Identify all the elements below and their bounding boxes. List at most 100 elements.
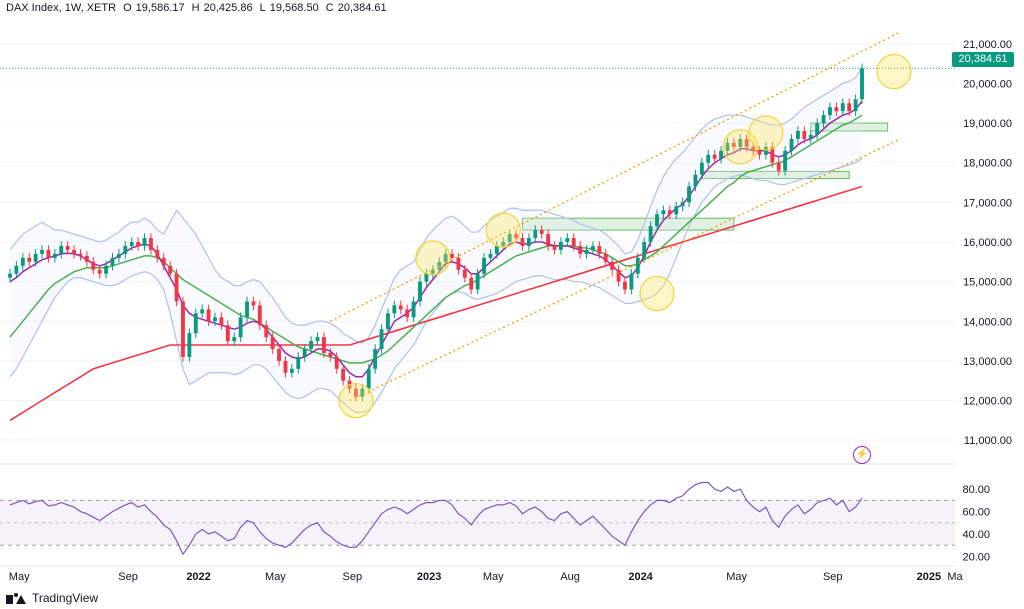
- candle-body: [366, 368, 371, 389]
- candle-body: [405, 309, 410, 318]
- candle-body: [78, 253, 83, 256]
- high-value: 20,425.86: [203, 2, 253, 14]
- candle-body: [161, 257, 166, 266]
- candle-body: [578, 245, 583, 254]
- time-tick-label: May: [9, 571, 30, 583]
- brand-label: TradingView: [32, 591, 99, 605]
- candle-body: [245, 301, 249, 318]
- candle-body: [219, 317, 224, 326]
- tradingview-footer[interactable]: TradingView: [6, 589, 98, 607]
- candle-body: [129, 241, 134, 246]
- time-tick-label: 2025: [917, 571, 941, 583]
- candle-body: [757, 150, 762, 155]
- candle-body: [655, 214, 659, 227]
- time-tick-label: Sep: [343, 571, 363, 583]
- open-value: 19,586.17: [135, 2, 185, 14]
- lightning-icon[interactable]: ⚡: [853, 446, 871, 464]
- candle-body: [33, 253, 38, 262]
- candle-body: [507, 234, 512, 242]
- candlesticks[interactable]: [8, 63, 864, 402]
- candle-body: [341, 368, 346, 381]
- candle-body: [123, 245, 128, 254]
- rsi-tick-label: 40.00: [962, 529, 990, 541]
- candle-body: [110, 257, 115, 266]
- price-tick-label: 14,000.00: [963, 316, 1012, 328]
- time-tick-label: 2024: [628, 571, 653, 583]
- candle-body: [475, 273, 480, 290]
- candle-body: [277, 349, 281, 361]
- candle-body: [187, 333, 192, 357]
- candle-body: [860, 68, 864, 100]
- time-tick-label: Aug: [560, 571, 580, 583]
- time-tick-label: 2022: [186, 571, 210, 583]
- candle-body: [213, 317, 217, 322]
- candle-body: [437, 261, 442, 270]
- candle-body: [738, 138, 743, 147]
- time-axis[interactable]: May Sep 2022 May Sep 2023 May Aug 2024 May Sep 2025…: [9, 571, 964, 583]
- candle-body: [360, 388, 365, 397]
- time-tick-label: Sep: [118, 571, 138, 583]
- pivot-highlights: [338, 53, 912, 419]
- candle-body: [623, 281, 627, 290]
- tradingview-logo-icon: [6, 592, 26, 604]
- candle-body: [14, 265, 19, 274]
- candle-body: [72, 249, 76, 254]
- candle-body: [40, 249, 44, 254]
- candle-body: [783, 150, 788, 171]
- price-tick-label: 12,000.00: [963, 396, 1012, 408]
- candle-body: [693, 174, 698, 187]
- time-tick-label: May: [726, 571, 747, 583]
- candle-body: [840, 103, 845, 112]
- candle-body: [597, 245, 602, 254]
- candle-body: [450, 253, 454, 258]
- candle-body: [97, 269, 102, 274]
- candle-body: [392, 305, 397, 314]
- low-label: L: [259, 2, 266, 14]
- candle-body: [168, 265, 173, 274]
- price-tick-label: 11,000.00: [964, 435, 1012, 447]
- candle-body: [744, 138, 749, 147]
- chart-header: DAX Index, 1W, XETR O 19,586.17 H 20,425.8…: [6, 2, 391, 14]
- candle-body: [264, 325, 269, 338]
- candle-body: [751, 146, 756, 151]
- time-tick-label: May: [483, 571, 504, 583]
- candle-body: [616, 269, 621, 282]
- rsi-axis[interactable]: 80.00 60.00 40.00 20.00: [962, 484, 990, 563]
- candle-body: [411, 301, 416, 318]
- symbol-label[interactable]: DAX Index, 1W, XETR: [6, 2, 117, 14]
- mid-ma-line: [9, 114, 863, 364]
- candle-body: [379, 329, 384, 350]
- candle-body: [642, 241, 647, 258]
- candle-body: [648, 226, 653, 242]
- open-label: O: [123, 2, 132, 14]
- candle-body: [789, 138, 794, 151]
- price-tick-label: 21,000.00: [963, 39, 1012, 51]
- price-tick-label: 18,000.00: [963, 158, 1012, 170]
- close-value: 20,384.61: [337, 2, 387, 14]
- candle-body: [116, 253, 121, 258]
- candle-body: [533, 230, 538, 239]
- price-tick-label: 20,000.00: [963, 78, 1012, 90]
- price-tick-label: 19,000.00: [963, 118, 1012, 130]
- price-axis[interactable]: 21,000.00 20,000.00 19,000.00 18,000.00 17,0…: [963, 39, 1012, 447]
- price-tick-label: 16,000.00: [963, 237, 1012, 249]
- candle-body: [315, 337, 320, 342]
- candle-body: [309, 341, 314, 350]
- candle-body: [174, 273, 179, 302]
- rsi-pane[interactable]: [0, 481, 955, 556]
- candle-body: [610, 261, 615, 270]
- last-price-tag: 20,384.61: [952, 52, 1014, 67]
- candle-body: [687, 186, 691, 203]
- candle-body: [155, 249, 160, 258]
- candle-body: [91, 261, 96, 270]
- candle-body: [46, 249, 51, 258]
- highlight-circle: [485, 212, 521, 248]
- candle-body: [526, 238, 531, 246]
- candle-body: [238, 317, 243, 338]
- candle-body: [443, 253, 448, 262]
- candle-body: [603, 253, 608, 262]
- candle-body: [674, 206, 679, 215]
- candle-body: [712, 154, 717, 159]
- candle-body: [680, 202, 685, 207]
